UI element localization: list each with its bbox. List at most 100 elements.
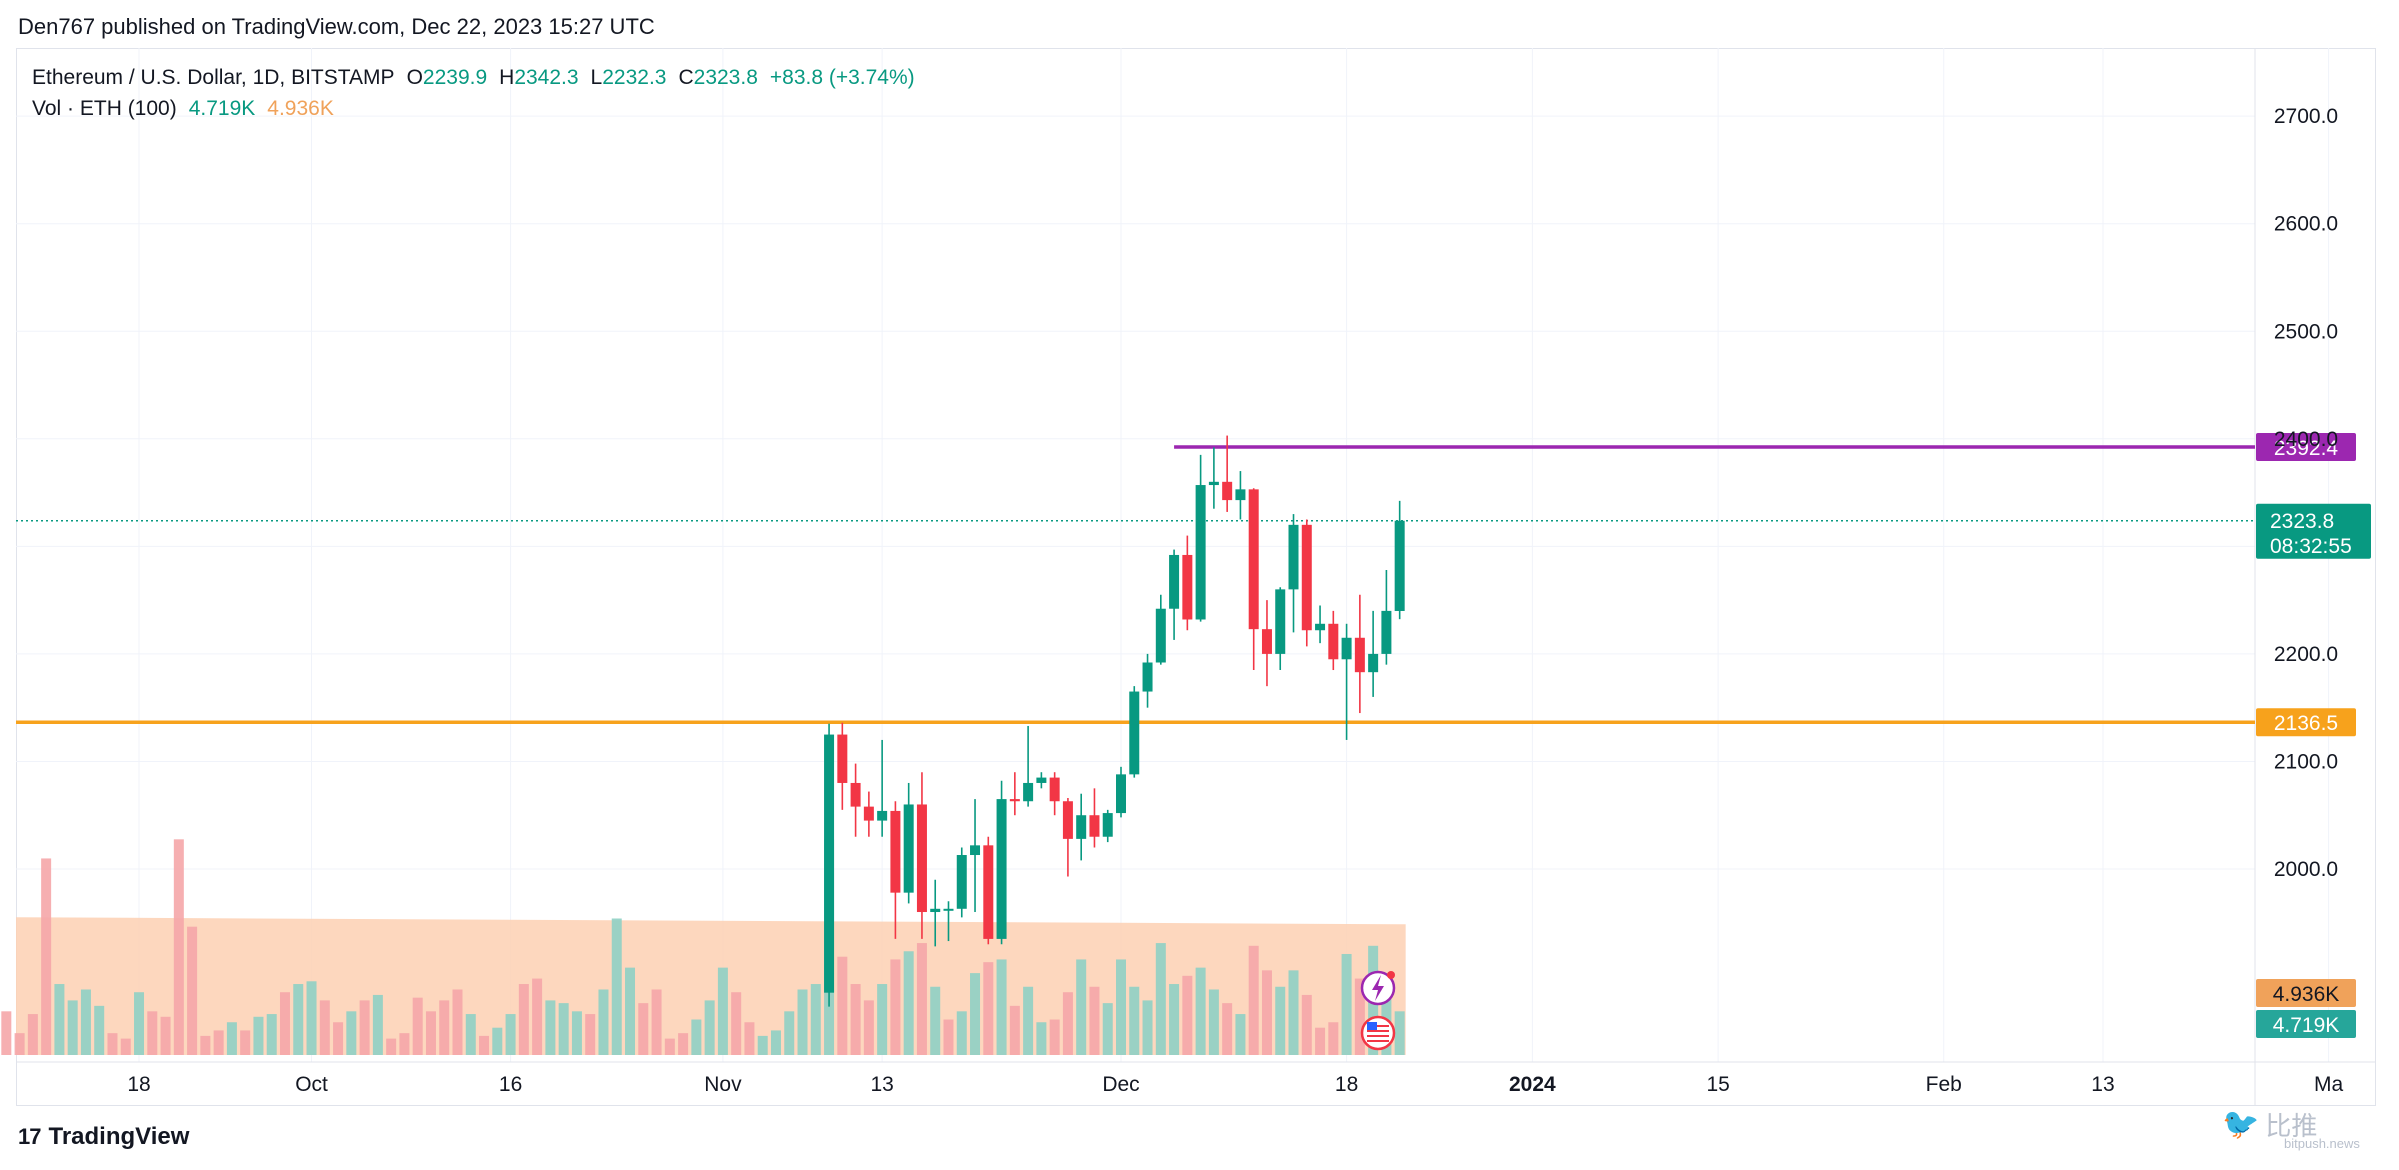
volume-bar: [956, 1011, 967, 1055]
volume-bar: [1076, 959, 1087, 1055]
volume-bar: [571, 1011, 582, 1055]
close-label: C: [678, 66, 694, 89]
volume-bar: [1341, 953, 1352, 1055]
volume-bar: [1301, 994, 1312, 1055]
x-tick-label: Oct: [295, 1073, 328, 1096]
tradingview-brand[interactable]: 17 TradingView: [18, 1123, 189, 1151]
volume-bar: [930, 986, 941, 1055]
x-tick-label: 18: [127, 1073, 150, 1096]
x-tick-label: Feb: [1926, 1073, 1962, 1096]
candle-body: [837, 734, 848, 783]
volume-bar: [1009, 1005, 1020, 1055]
volume-bar: [757, 1035, 768, 1055]
volume-bar: [903, 951, 914, 1055]
volume-bar: [1116, 959, 1126, 1055]
last-price-tag: [2256, 503, 2371, 559]
candle-body: [1235, 489, 1246, 501]
volume-bar: [1195, 967, 1206, 1055]
volume-bar: [837, 956, 848, 1055]
volume-bar: [810, 984, 821, 1055]
candle-body: [1062, 801, 1073, 839]
level-price-label: 2392.4: [2274, 437, 2339, 460]
candle-body: [1341, 637, 1352, 660]
volume-bar: [1315, 1027, 1326, 1055]
us-flag-event-icon: [1360, 1015, 1396, 1051]
symbol-label[interactable]: Ethereum / U.S. Dollar, 1D, BITSTAMP: [32, 66, 395, 89]
volume-bar: [678, 1033, 689, 1055]
volume-bar: [532, 978, 543, 1055]
volume-bar: [996, 959, 1007, 1055]
volume-bar: [293, 984, 304, 1055]
volume-bar: [1155, 943, 1166, 1055]
volume-bar: [306, 981, 317, 1055]
volume-bar: [266, 1014, 277, 1055]
volume-bar: [1394, 1011, 1405, 1055]
volume-bar: [1036, 1022, 1047, 1055]
volume-bar: [452, 989, 463, 1055]
volume-bar: [770, 1030, 781, 1055]
candle-body: [850, 782, 861, 807]
volume-bar: [160, 1016, 171, 1055]
y-tick-label: 2700.0: [2274, 105, 2338, 128]
volume-bar: [412, 997, 423, 1055]
candle-body: [1036, 777, 1047, 783]
volume-bar: [611, 918, 622, 1055]
volume-bar: [717, 967, 728, 1055]
candle-body: [956, 855, 967, 909]
candle-body: [824, 734, 835, 993]
volume-bar: [1142, 1000, 1153, 1055]
volume-bar: [94, 1005, 105, 1055]
volume-bar: [120, 1038, 131, 1055]
y-tick-label: 2600.0: [2274, 213, 2338, 236]
volume-bar: [1049, 1019, 1060, 1055]
candle-body: [930, 908, 941, 913]
volume-bar: [253, 1016, 264, 1055]
volume-bar: [67, 1000, 78, 1055]
volume-axis-tag: [2256, 979, 2356, 1007]
candle-body: [1328, 623, 1339, 660]
volume-label[interactable]: Vol · ETH (100): [32, 97, 177, 120]
candle-body: [890, 810, 901, 893]
volume-bar: [877, 984, 888, 1055]
volume-legend-row[interactable]: Vol · ETH (100) 4.719K 4.936K: [32, 93, 915, 124]
volume-bar: [1328, 1022, 1339, 1055]
level-price-tag: [2256, 708, 2356, 737]
volume-bar: [14, 1033, 25, 1055]
volume-bar: [279, 992, 290, 1055]
volume-bar: [372, 994, 383, 1055]
volume-value: 4.719K: [188, 97, 256, 120]
close-value: 2323.8: [693, 66, 758, 89]
volume-axis-tag: [2256, 1010, 2356, 1038]
event-dot-icon: [1387, 971, 1395, 979]
candle-body: [1182, 554, 1193, 620]
candle-body: [1248, 489, 1259, 630]
volume-bar: [744, 1022, 755, 1055]
volume-bar: [638, 1003, 649, 1055]
volume-bar: [1102, 1003, 1113, 1055]
volume-bar: [147, 1011, 158, 1055]
y-tick-label: 2000.0: [2274, 858, 2338, 881]
ohlc-legend-row[interactable]: Ethereum / U.S. Dollar, 1D, BITSTAMP O223…: [32, 62, 915, 93]
volume-bar: [1023, 986, 1034, 1055]
volume-bar: [187, 926, 198, 1055]
change-value: +83.8 (+3.74%): [769, 66, 915, 89]
candle-body: [877, 810, 888, 821]
volume-bar: [916, 943, 927, 1055]
volume-bar: [625, 967, 636, 1055]
lightning-bolt-icon: [1372, 975, 1384, 1001]
flag-canton-icon: [1367, 1022, 1377, 1030]
candle-body: [916, 804, 927, 913]
candle-body: [1076, 815, 1087, 839]
candle-body: [1288, 524, 1299, 590]
volume-bar: [505, 1014, 516, 1055]
tradingview-logo-icon: 17: [18, 1124, 42, 1149]
high-value: 2342.3: [514, 66, 579, 89]
volume-bar: [983, 962, 994, 1055]
bird-icon: 🐦: [2222, 1108, 2260, 1141]
candle-body: [1368, 653, 1379, 673]
y-tick-label: 2500.0: [2274, 320, 2338, 343]
volume-bar: [1129, 986, 1140, 1055]
volume-bar: [651, 989, 662, 1055]
x-tick-label: Ma: [2314, 1073, 2343, 1096]
